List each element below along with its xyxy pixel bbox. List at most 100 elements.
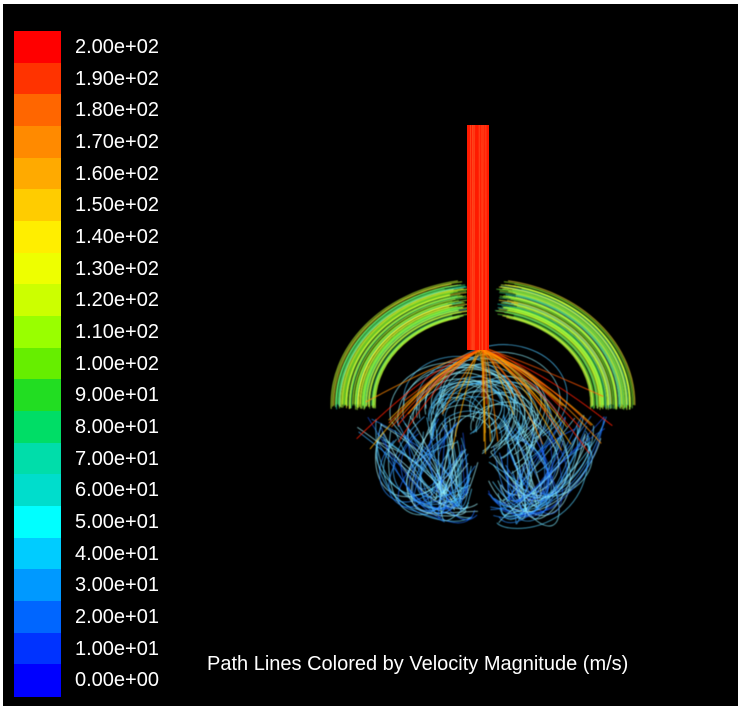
vortex-pathline [432, 396, 520, 459]
colorbar-swatch [14, 126, 61, 159]
dome-pathline [500, 284, 630, 407]
dome-pathline [330, 280, 458, 409]
vortex-pathline [439, 415, 493, 454]
fan-pathline [487, 348, 604, 397]
upper-dome-pathlines [330, 280, 636, 454]
dome-pathline [504, 312, 597, 407]
lower-pathline [383, 432, 478, 509]
lower-pathline [501, 419, 606, 517]
dome-pathline [499, 295, 617, 410]
colorbar-swatch [14, 221, 61, 254]
vortex-pathline [428, 392, 485, 434]
dome-pathline [516, 306, 607, 410]
dome-pathline [355, 303, 448, 405]
jet-pathline [473, 124, 475, 351]
colorbar-tick-label: 1.00e+01 [75, 637, 159, 660]
fan-pathline [479, 348, 522, 396]
colorbar-swatch [14, 506, 61, 539]
lower-pathline [451, 434, 460, 487]
dome-pathline [515, 294, 620, 405]
dome-pathline [502, 288, 626, 409]
dome-pathline [361, 306, 456, 409]
lower-pathline [383, 438, 473, 522]
lower-pathline [376, 423, 472, 511]
lower-pathline [524, 433, 586, 520]
lower-pathline [438, 418, 449, 519]
dome-pathline [521, 288, 629, 406]
colorbar-tick-label: 4.00e+01 [75, 542, 159, 565]
dome-pathline [510, 306, 605, 408]
dome-pathline [337, 288, 445, 405]
lower-pathline [388, 431, 444, 516]
dome-pathline [510, 298, 614, 405]
lower-pathline [406, 423, 466, 517]
colorbar-tick-label: 2.00e+02 [75, 35, 159, 58]
colorbar-tick-label: 1.60e+02 [75, 162, 159, 185]
colorbar-tick-label: 1.30e+02 [75, 257, 159, 280]
fan-pathline [481, 348, 547, 413]
plot-caption: Path Lines Colored by Velocity Magnitude… [207, 653, 629, 675]
jet-pathline [470, 124, 472, 351]
lower-pathline [488, 438, 602, 512]
dome-pathline [343, 290, 467, 407]
colorbar-labels: 2.00e+02 1.90e+02 1.80e+02 1.70e+02 1.60e+02… [3, 4, 203, 706]
colorbar-swatch [14, 316, 61, 349]
fan-pathline [487, 348, 592, 426]
colorbar-swatch [14, 62, 61, 95]
colorbar-swatch [14, 537, 61, 570]
dome-pathline [345, 294, 449, 405]
fan-pathline [480, 348, 486, 454]
lower-pathline [408, 437, 465, 510]
dome-pathline [331, 281, 463, 407]
colorbar-swatch [14, 284, 61, 317]
colorbar-tick-label: 0.00e+00 [75, 669, 159, 692]
dome-pathline [349, 295, 461, 406]
colorbar-swatch [14, 442, 61, 475]
dome-pathline [513, 306, 606, 407]
colorbar-tick-label: 1.00e+02 [75, 352, 159, 375]
dome-pathline [355, 302, 455, 407]
colorbar-swatch [14, 94, 61, 127]
dome-pathline [371, 315, 453, 406]
colorbar-tick-label: 1.10e+02 [75, 320, 159, 343]
colorbar-swatch [14, 379, 61, 412]
dome-pathline [366, 310, 459, 406]
colorbar-swatch [14, 601, 61, 634]
dome-pathline [373, 315, 464, 409]
lower-pathline [435, 429, 469, 522]
dome-pathline [340, 288, 464, 408]
dome-pathline [350, 296, 464, 409]
fan-pathline [356, 348, 483, 440]
colorbar-tick-label: 1.90e+02 [75, 67, 159, 90]
dome-pathline [518, 303, 611, 409]
lower-pathline [487, 428, 576, 504]
dome-pathline [333, 283, 452, 406]
dome-pathline [505, 295, 617, 407]
dome-pathline [518, 286, 632, 408]
path-lines-visualization [330, 124, 636, 529]
velocity-colorbar [14, 31, 61, 697]
dome-pathline [511, 302, 611, 405]
lower-pathline [496, 435, 589, 529]
dome-pathline [513, 315, 595, 409]
lower-pathline [493, 425, 588, 519]
lower-pathline [375, 431, 472, 519]
colorbar-swatch [14, 31, 61, 64]
dome-pathline [517, 294, 621, 406]
vortex-pathline [470, 404, 528, 445]
fan-pathline [483, 348, 563, 407]
dome-pathline [494, 310, 598, 409]
colorbar-tick-label: 1.70e+02 [75, 130, 159, 153]
lower-pathline [498, 415, 585, 524]
colorbar-swatch [14, 474, 61, 507]
colorbar-swatch [14, 189, 61, 222]
colorbar-tick-label: 1.20e+02 [75, 289, 159, 312]
lower-pathline [496, 441, 593, 497]
dome-pathline [371, 313, 469, 408]
lower-pathline [391, 421, 467, 493]
dome-pathline [505, 308, 603, 409]
dome-pathline [503, 281, 635, 406]
lower-pathline [382, 439, 470, 510]
colorbar-tick-label: 1.50e+02 [75, 194, 159, 217]
dome-pathline [514, 304, 609, 406]
